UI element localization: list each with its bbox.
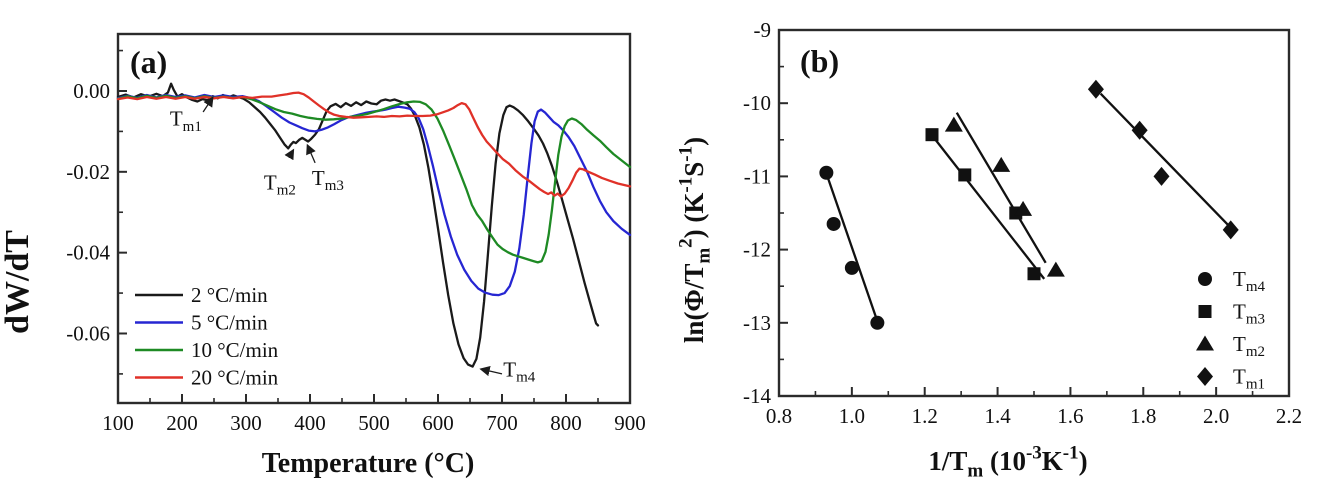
data-point-Tm3 (958, 168, 972, 182)
fit-line-Tm3 (928, 131, 1046, 280)
data-point-Tm2 (1046, 261, 1065, 277)
data-point-Tm1 (1131, 120, 1148, 140)
panel-label-a: (a) (130, 44, 167, 80)
x-tick-label: 0.8 (766, 404, 792, 428)
legend-label-2: 10 °C/min (191, 338, 279, 362)
panel-b: 0.8 1.0 1.2 1.4 1.6 1.8 2.0 2.2 -9 -10 -11 -12 -13 -1… (676, 18, 1302, 481)
data-point-Tm1 (1153, 166, 1170, 186)
data-point-Tm4 (819, 165, 834, 180)
legend-marker-circle (1198, 272, 1212, 286)
x-tick-label: 1.2 (912, 404, 938, 428)
annotation-arrow-2 (306, 143, 316, 164)
data-point-Tm2 (992, 156, 1011, 172)
x-tick-label: 1.8 (1130, 404, 1156, 428)
annotation-label-3: Tm4 (503, 357, 535, 385)
panel-a: 100 200 300 400 500 600 700 800 900 0.00 -0.02 -0.0… (0, 32, 646, 479)
legend-label-1: 5 °C/min (191, 311, 268, 335)
y-tick-label: -13 (743, 311, 771, 335)
x-tick-label: 100 (102, 411, 134, 435)
x-tick-label: 2.2 (1276, 404, 1302, 428)
legend-label-2: Tm2 (1233, 332, 1265, 360)
x-axis-title: 1/Tm (10-3K-1) (928, 443, 1087, 482)
y-tick-label: -0.04 (66, 241, 110, 265)
legend-label-3: 20 °C/min (191, 366, 279, 390)
y-tick-label: -9 (754, 18, 772, 42)
x-tick-label: 800 (550, 411, 582, 435)
data-point-Tm1 (1087, 79, 1104, 99)
annotation-label-0: Tm1 (170, 107, 202, 135)
legend-label-3: Tm1 (1233, 365, 1265, 393)
x-axis-title: Temperature (°C) (262, 448, 475, 479)
x-tick-label: 200 (166, 411, 198, 435)
annotation-label-2: Tm3 (312, 166, 344, 194)
x-tick-label: 700 (486, 411, 518, 435)
y-tick-label: -14 (743, 384, 771, 408)
legend-marker-triangle (1196, 335, 1214, 351)
x-tick-label: 600 (422, 411, 454, 435)
y-tick-label: -11 (744, 164, 771, 188)
x-tick-label: 900 (614, 411, 646, 435)
data-point-Tm3 (1027, 267, 1041, 281)
y-tick-label: -10 (743, 91, 771, 115)
x-tick-label: 1.0 (839, 404, 865, 428)
data-point-Tm3 (925, 128, 939, 142)
legend-label-0: Tm4 (1233, 267, 1265, 295)
annotation-arrow-3 (479, 365, 503, 377)
data-point-Tm4 (870, 315, 885, 330)
x-tick-label: 2.0 (1203, 404, 1229, 428)
data-point-Tm4 (844, 260, 859, 275)
y-axis-title: ln(Φ/Tm2) (K-1S-1) (676, 137, 715, 343)
legend-label-0: 2 °C/min (191, 283, 268, 307)
y-tick-label: 0.00 (73, 79, 110, 103)
x-tick-label: 1.4 (984, 404, 1011, 428)
annotation-arrow-1 (284, 148, 295, 161)
legend-marker-diamond (1197, 367, 1213, 386)
x-tick-label: 300 (230, 411, 262, 435)
x-tick-label: 400 (294, 411, 326, 435)
data-point-Tm4 (826, 216, 841, 231)
fit-line-Tm4 (824, 170, 881, 327)
panels-group: 100 200 300 400 500 600 700 800 900 0.00 -0.02 -0.0… (0, 18, 1302, 481)
data-point-Tm1 (1222, 220, 1239, 240)
y-tick-label: -0.02 (66, 160, 110, 184)
y-axis-title: dW/dT (0, 230, 36, 334)
fit-line-Tm1 (1099, 92, 1231, 227)
curve-3 (116, 91, 632, 198)
y-tick-label: -0.06 (66, 321, 110, 345)
x-tick-label: 500 (358, 411, 390, 435)
annotation-arrow-0 (202, 96, 214, 113)
plot-frame (777, 28, 1291, 398)
legend-label-1: Tm3 (1233, 300, 1265, 328)
x-tick-label: 1.6 (1057, 404, 1083, 428)
data-point-Tm2 (1014, 200, 1033, 216)
fit-line-Tm2 (955, 112, 1047, 264)
annotation-label-1: Tm2 (264, 171, 296, 199)
legend-marker-square (1198, 305, 1212, 318)
panel-label-b: (b) (800, 43, 839, 79)
data-point-Tm2 (944, 116, 963, 132)
y-tick-label: -12 (743, 238, 771, 262)
